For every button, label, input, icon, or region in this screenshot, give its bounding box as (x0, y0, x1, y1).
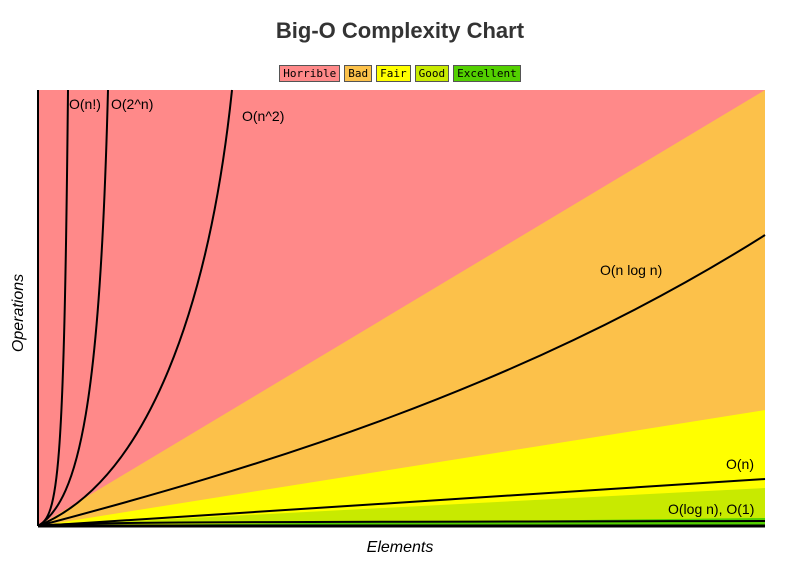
curve-exponential (37, 89, 109, 527)
legend: Horrible Bad Fair Good Excellent (0, 65, 800, 82)
zone-good (38, 488, 765, 526)
zone-bad (38, 90, 765, 526)
x-axis-label: Elements (367, 539, 434, 556)
legend-item-horrible: Horrible (279, 65, 341, 82)
label-factorial: O(n!) (69, 96, 101, 112)
label-exponential: O(2^n) (111, 96, 153, 112)
legend-item-fair: Fair (376, 65, 411, 82)
curve-linearithmic (37, 234, 766, 527)
y-axis-label: Operations (10, 274, 27, 352)
chart-title: Big-O Complexity Chart (275, 18, 525, 43)
label-logarithmic-constant: O(log n), O(1) (668, 501, 754, 517)
curve-linear (37, 478, 766, 527)
curve-quadratic (37, 89, 233, 527)
label-linearithmic: O(n log n) (600, 262, 662, 278)
legend-item-bad: Bad (344, 65, 373, 82)
label-quadratic: O(n^2) (242, 108, 284, 124)
legend-item-excellent: Excellent (453, 65, 521, 82)
zone-fair (38, 410, 765, 526)
label-linear: O(n) (726, 456, 754, 472)
legend-item-good: Good (414, 65, 450, 82)
